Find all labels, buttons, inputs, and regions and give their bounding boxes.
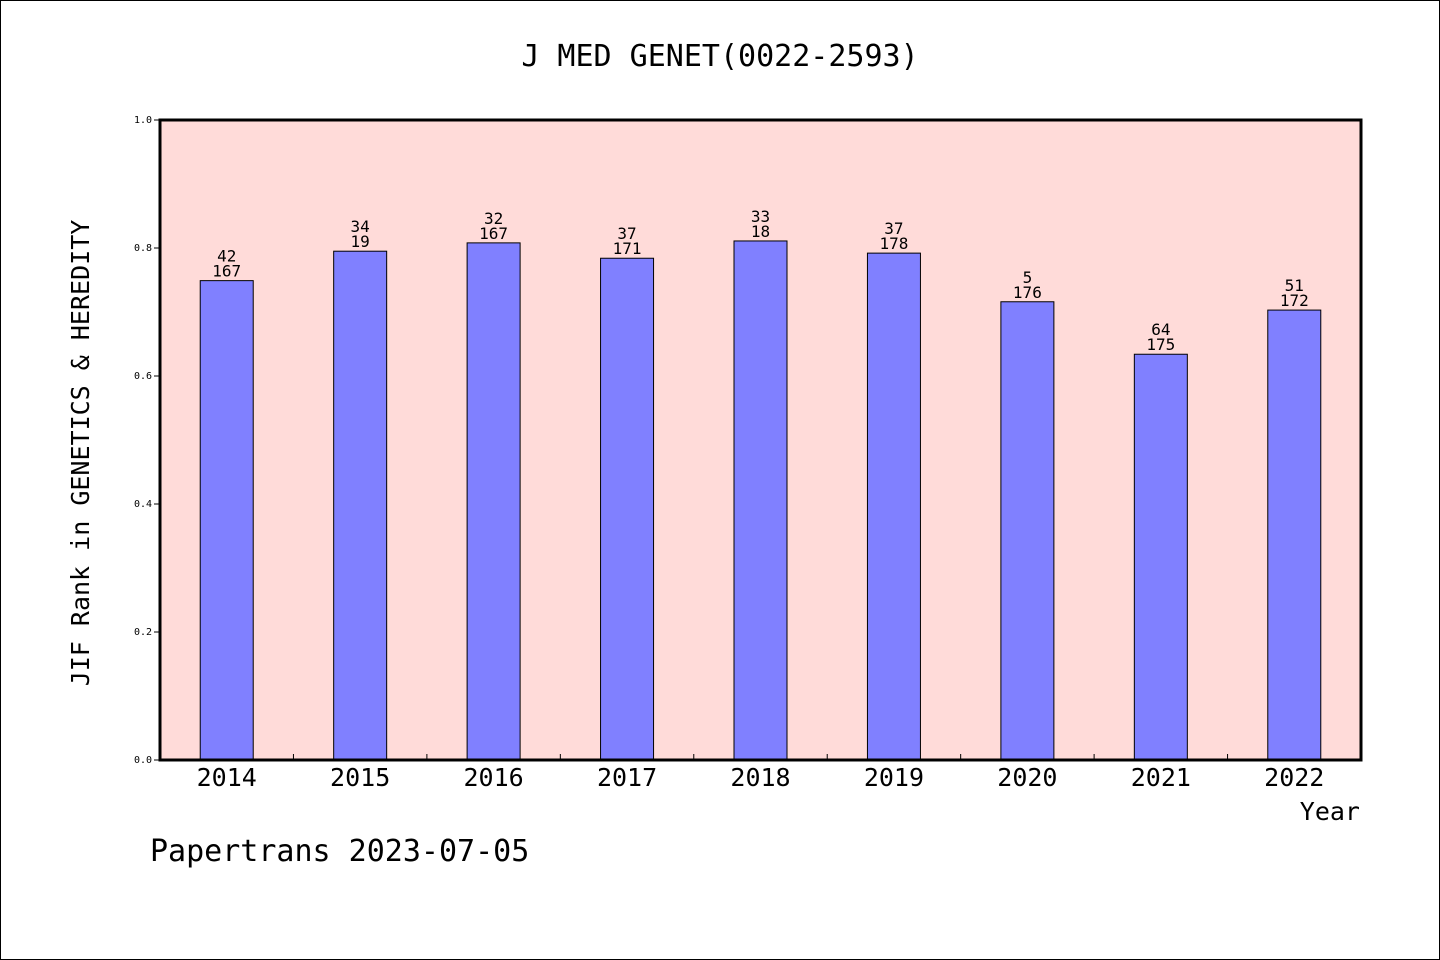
- y-tick-label: 0.0: [134, 755, 152, 766]
- x-tick-label: 2021: [1131, 763, 1191, 792]
- bar-label-top: 34: [351, 217, 370, 236]
- bar-2015: [333, 250, 388, 761]
- bar-label-bottom: 167: [212, 262, 241, 281]
- footer-watermark: Papertrans 2023-07-05: [150, 834, 530, 869]
- bar-label-top: 37: [617, 224, 636, 243]
- bar-label-top: 51: [1285, 276, 1304, 295]
- bar-label-top: 33: [751, 207, 770, 226]
- x-tick-label: 2020: [997, 763, 1057, 792]
- x-axis: 2014 2015 2016 2017 2018 2019 2020 2021 2022: [197, 754, 1324, 792]
- bar-label-bottom: 178: [879, 234, 908, 253]
- bar-2022: [1267, 309, 1322, 761]
- y-axis-label: JIF Rank in GENETICS & HEREDITY: [66, 220, 95, 687]
- x-tick-label: 2016: [464, 763, 524, 792]
- x-tick-label: 2018: [730, 763, 790, 792]
- bar-2016: [466, 242, 521, 761]
- bar-label-bottom: 19: [351, 232, 370, 251]
- bar-label-top: 32: [484, 209, 503, 228]
- bars: [199, 240, 1322, 761]
- bar-label-top: 5: [1023, 268, 1033, 287]
- bar-2019: [866, 252, 921, 761]
- plot-border: [158, 118, 1363, 762]
- bar-label-top: 64: [1151, 320, 1170, 339]
- bar-label-bottom: 176: [1013, 283, 1042, 302]
- chart-title: J MED GENET(0022-2593): [521, 39, 918, 74]
- x-tick-label: 2017: [597, 763, 657, 792]
- bar-label-bottom: 175: [1146, 335, 1175, 354]
- bar-2021: [1133, 353, 1188, 761]
- bar-label-bottom: 167: [479, 224, 508, 243]
- y-tick-label: 0.8: [134, 243, 152, 254]
- bar-2018: [733, 240, 788, 761]
- y-axis: 0.0 0.2 0.4 0.6 0.8 1.0: [134, 115, 160, 766]
- bar-2014: [199, 280, 254, 761]
- y-tick-label: 1.0: [134, 115, 152, 126]
- bar-label-bottom: 18: [751, 222, 770, 241]
- x-tick-label: 2019: [864, 763, 924, 792]
- x-tick-label: 2015: [330, 763, 390, 792]
- y-tick-label: 0.2: [134, 627, 152, 638]
- bar-label-top: 37: [884, 219, 903, 238]
- y-tick-label: 0.6: [134, 371, 152, 382]
- bar-label-top: 42: [217, 247, 236, 266]
- bar-2017: [600, 257, 655, 761]
- x-tick-label: 2014: [197, 763, 257, 792]
- x-axis-label: Year: [1300, 797, 1360, 826]
- bar-2020: [1000, 301, 1055, 761]
- bar-label-bottom: 171: [613, 239, 642, 258]
- bar-label-bottom: 172: [1280, 291, 1309, 310]
- x-tick-label: 2022: [1264, 763, 1324, 792]
- y-tick-label: 0.4: [134, 499, 152, 510]
